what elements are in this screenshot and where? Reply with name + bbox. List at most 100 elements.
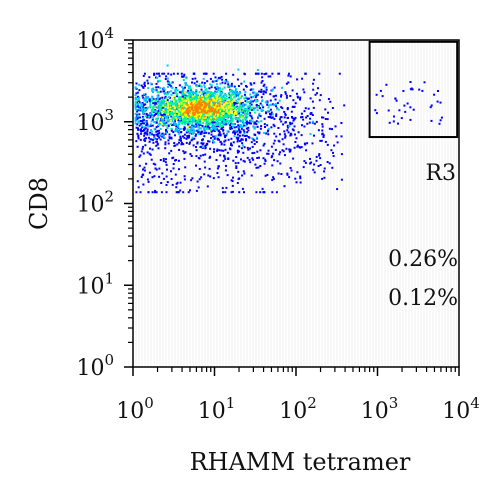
event-point: [280, 94, 283, 97]
event-point: [180, 119, 183, 122]
event-point: [208, 87, 211, 90]
event-point: [170, 100, 172, 103]
event-point: [180, 143, 183, 146]
event-point: [232, 176, 234, 179]
y-axis-label: CD8: [25, 177, 53, 230]
event-point: [287, 74, 290, 77]
event-point: [141, 85, 144, 88]
event-point: [205, 111, 207, 114]
event-point: [166, 168, 168, 171]
event-point: [204, 166, 207, 169]
event-point: [163, 123, 166, 126]
event-point: [288, 150, 291, 153]
event-point: [438, 122, 441, 125]
event-point: [279, 151, 282, 154]
event-point: [183, 178, 186, 181]
event-point: [167, 139, 170, 142]
event-point: [145, 108, 148, 111]
event-point: [137, 105, 139, 108]
event-point: [273, 139, 276, 142]
event-point: [159, 108, 162, 111]
event-point: [143, 122, 146, 125]
event-point: [207, 98, 210, 101]
event-point: [311, 100, 314, 103]
event-point: [168, 137, 171, 140]
event-point: [142, 152, 145, 155]
event-point: [134, 104, 137, 107]
event-point: [250, 141, 253, 144]
event-point: [224, 105, 226, 108]
event-point: [165, 115, 168, 118]
event-point: [299, 96, 302, 99]
event-point: [183, 113, 186, 116]
event-point: [176, 103, 179, 105]
event-point: [204, 112, 207, 115]
event-point: [179, 97, 182, 100]
event-point: [224, 115, 227, 118]
event-point: [136, 115, 139, 118]
event-point: [236, 151, 239, 154]
event-point: [134, 107, 137, 110]
event-point: [292, 157, 295, 160]
event-point: [183, 95, 186, 98]
event-point: [241, 120, 244, 123]
event-point: [264, 126, 266, 128]
event-point: [340, 122, 343, 124]
event-point: [201, 81, 204, 84]
event-point: [194, 115, 197, 118]
event-point: [189, 98, 192, 101]
event-point: [210, 107, 213, 110]
event-point: [272, 123, 275, 126]
event-point: [216, 172, 219, 174]
event-point: [158, 75, 161, 78]
event-point: [156, 94, 159, 97]
event-point: [190, 108, 193, 111]
event-point: [189, 119, 192, 121]
event-point: [255, 99, 258, 102]
event-point: [176, 107, 179, 110]
event-point: [154, 121, 156, 124]
event-point: [229, 114, 232, 116]
event-point: [186, 121, 189, 124]
event-point: [262, 84, 265, 87]
event-point: [168, 91, 171, 93]
event-point: [164, 141, 167, 144]
event-point: [172, 115, 175, 118]
event-point: [159, 106, 161, 109]
event-point: [224, 191, 227, 194]
event-point: [265, 111, 268, 114]
event-point: [216, 105, 219, 108]
y-axis-ticks: [124, 39, 133, 368]
event-point: [255, 141, 258, 143]
event-point: [374, 109, 377, 112]
event-point: [214, 113, 217, 116]
event-point: [139, 191, 142, 194]
event-point: [224, 80, 227, 83]
event-point: [195, 133, 197, 136]
event-point: [213, 80, 216, 83]
event-point: [398, 109, 401, 112]
event-point: [195, 103, 198, 106]
event-point: [264, 174, 267, 177]
event-point: [216, 113, 219, 116]
event-point: [184, 111, 187, 114]
event-point: [222, 95, 225, 98]
event-point: [249, 161, 252, 164]
event-point: [256, 92, 259, 95]
event-point: [232, 93, 235, 96]
event-point: [255, 104, 258, 107]
event-point: [269, 108, 272, 111]
event-point: [139, 154, 142, 157]
event-point: [189, 92, 192, 95]
event-point: [146, 79, 149, 82]
event-point: [178, 123, 181, 126]
event-point: [178, 109, 180, 112]
event-point: [171, 157, 174, 160]
event-point: [155, 86, 158, 89]
event-point: [196, 99, 199, 102]
event-point: [198, 109, 201, 112]
event-point: [255, 166, 258, 169]
event-point: [331, 166, 334, 169]
event-point: [243, 172, 246, 175]
event-point: [207, 109, 209, 112]
